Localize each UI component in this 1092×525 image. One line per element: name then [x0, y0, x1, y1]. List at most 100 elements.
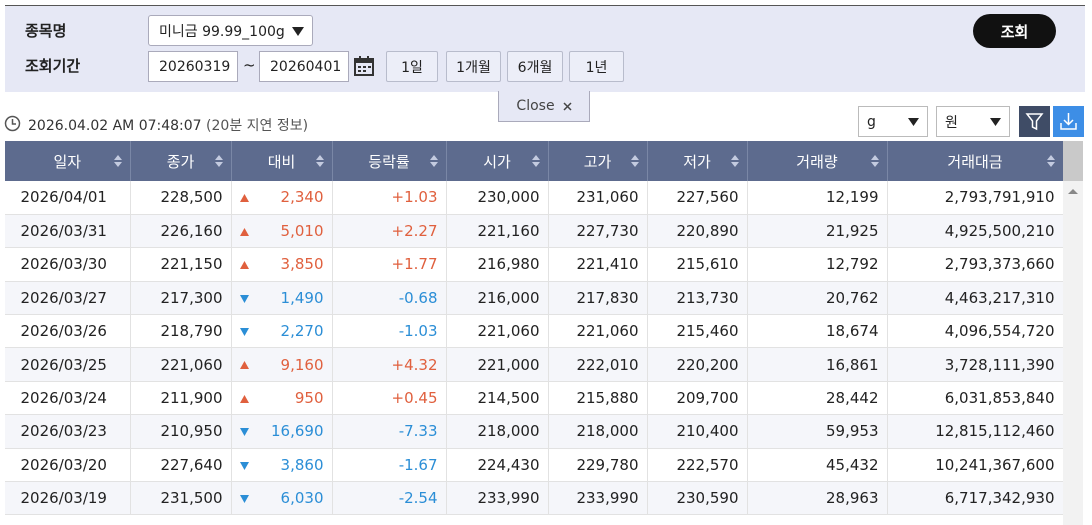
cell-text: 218,000	[576, 422, 639, 441]
period-button[interactable]: 1년	[569, 51, 624, 82]
cell-text: 3,728,111,390	[944, 355, 1055, 374]
period-button[interactable]: 6개월	[507, 51, 563, 82]
cell-text: 9,160	[280, 355, 324, 374]
end-date-input[interactable]: 20260401	[259, 51, 349, 82]
cell: 4,463,217,310	[887, 281, 1064, 316]
currency-select[interactable]: 원	[936, 106, 1010, 137]
period-button[interactable]: 1일	[386, 51, 438, 82]
cell: 2,793,373,660	[887, 247, 1064, 282]
sort-icon	[730, 155, 739, 167]
cell-text: 217,830	[576, 288, 639, 307]
cell-text: 210,400	[676, 422, 739, 441]
cell: 220,890	[647, 214, 748, 249]
sort-icon	[113, 155, 122, 167]
calendar-button[interactable]	[353, 55, 375, 77]
cell: 45,432	[747, 448, 888, 483]
dropdown-arrow	[908, 118, 919, 126]
cell: 12,792	[747, 247, 888, 282]
cell: 221,160	[446, 214, 549, 249]
column-header[interactable]: 일자	[5, 141, 131, 181]
column-header[interactable]: 거래량	[747, 141, 888, 181]
cell-text: 10,241,367,600	[935, 455, 1055, 474]
cell-text: 233,990	[576, 489, 639, 508]
cell: 230,000	[446, 181, 549, 215]
cell-text: -7.33	[398, 422, 438, 441]
cell-text: +0.45	[391, 389, 438, 408]
down-arrow	[239, 495, 249, 504]
sort-icon	[531, 155, 540, 167]
cell: 2,340	[231, 181, 333, 215]
scroll-up-arrow[interactable]	[1063, 181, 1083, 201]
column-header[interactable]: 종가	[130, 141, 232, 181]
cell-text: 220,890	[676, 222, 739, 241]
close-label: Close	[516, 98, 555, 114]
sort-icon	[870, 155, 879, 167]
filter-button[interactable]	[1019, 106, 1050, 137]
cell-text: 59,953	[826, 422, 879, 441]
cell: 20,762	[747, 281, 888, 316]
cell-text: 221,060	[160, 355, 223, 374]
cell: +1.77	[332, 247, 447, 282]
cell: 221,060	[130, 347, 232, 382]
cell: 221,150	[130, 247, 232, 282]
cell-text: 216,980	[477, 255, 540, 274]
cell: 231,060	[548, 181, 648, 215]
cell: 221,060	[548, 314, 648, 349]
scrollbar[interactable]	[1063, 141, 1083, 525]
header-label: 저가	[683, 152, 711, 171]
period-button[interactable]: 1개월	[446, 51, 501, 82]
column-header[interactable]: 등락률	[332, 141, 447, 181]
cell: 6,031,853,840	[887, 381, 1064, 416]
cell-text: -1.67	[398, 455, 438, 474]
cell: 4,096,554,720	[887, 314, 1064, 349]
cell: 950	[231, 381, 333, 416]
download-button[interactable]	[1053, 106, 1084, 137]
cell-text: 28,442	[826, 389, 879, 408]
cell: 3,860	[231, 448, 333, 483]
cell-text: 224,430	[477, 455, 540, 474]
start-date-input[interactable]: 20260319	[148, 51, 238, 82]
column-header[interactable]: 고가	[548, 141, 648, 181]
column-header[interactable]: 대비	[231, 141, 333, 181]
sort-icon	[214, 155, 223, 167]
cell-text: 45,432	[826, 455, 879, 474]
cell-text: 218,790	[160, 322, 223, 341]
close-tab[interactable]: Close	[498, 91, 590, 122]
scroll-thumb[interactable]	[1063, 141, 1083, 181]
column-header[interactable]: 거래대금	[887, 141, 1064, 181]
cell-text: 222,010	[576, 355, 639, 374]
cell-text: 221,160	[477, 222, 540, 241]
clock-icon	[4, 115, 21, 132]
cell-text: 2026/03/19	[20, 489, 107, 508]
dropdown-arrow	[990, 118, 1001, 126]
cell-text: 12,792	[826, 255, 879, 274]
cell-text: 216,000	[477, 288, 540, 307]
table-row: 2026/03/20 227,640 3,860 -1.67 224,430 229,78…	[5, 448, 1064, 483]
column-header[interactable]: 시가	[446, 141, 549, 181]
cell: 221,060	[446, 314, 549, 349]
header-label: 등락률	[368, 152, 410, 171]
column-header[interactable]: 저가	[647, 141, 748, 181]
cell-text: 2026/03/30	[20, 255, 107, 274]
cell: 2,270	[231, 314, 333, 349]
cell-text: 2,340	[280, 188, 324, 207]
cell: 224,430	[446, 448, 549, 483]
cell-text: 2026/03/25	[20, 355, 107, 374]
down-arrow	[239, 294, 249, 303]
header-label: 종가	[166, 152, 195, 171]
up-arrow	[239, 361, 249, 370]
cell-text: 2,793,373,660	[944, 255, 1055, 274]
unit-select[interactable]: g	[858, 106, 928, 137]
cell: 233,990	[446, 481, 549, 516]
search-button[interactable]: 조회	[973, 14, 1056, 48]
cell-text: 230,000	[477, 188, 540, 207]
cell: 12,199	[747, 181, 888, 215]
cell-text: 6,031,853,840	[944, 389, 1055, 408]
cell-text: 4,096,554,720	[944, 322, 1055, 341]
cell-text: 230,590	[676, 489, 739, 508]
cell-text: +4.32	[391, 355, 438, 374]
cell-text: 5,010	[280, 222, 324, 241]
cell: 2026/04/01	[5, 181, 131, 215]
stock-select[interactable]: 미니금 99.99_100g	[148, 15, 313, 46]
cell: 227,730	[548, 214, 648, 249]
